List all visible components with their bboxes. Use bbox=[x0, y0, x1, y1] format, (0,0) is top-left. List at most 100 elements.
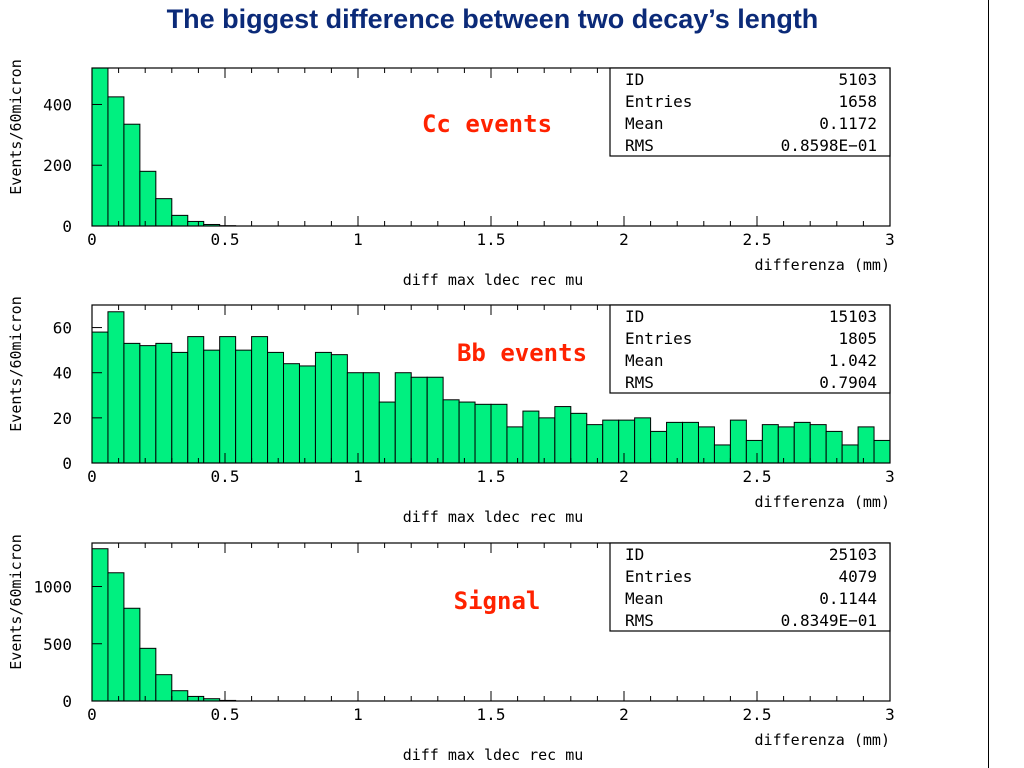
x-tick-label: 1.5 bbox=[477, 467, 506, 486]
histogram-bar bbox=[458, 401, 476, 464]
histogram-bar bbox=[267, 351, 285, 464]
stats-value: 1.042 bbox=[829, 351, 877, 370]
histogram-bar bbox=[91, 67, 109, 227]
panel-annotation: Cc events bbox=[422, 110, 552, 138]
histogram-bar bbox=[682, 421, 699, 464]
stats-label: RMS bbox=[625, 136, 654, 155]
histogram-bar bbox=[346, 372, 364, 464]
x-tick-label: 1.5 bbox=[477, 230, 506, 249]
histogram-title: diff max ldec rec mu bbox=[403, 508, 584, 526]
histogram-bar bbox=[107, 96, 125, 227]
histogram-bar bbox=[314, 351, 332, 464]
histogram-bar bbox=[570, 412, 588, 464]
stats-value: 0.1144 bbox=[819, 589, 877, 608]
stats-label: ID bbox=[625, 545, 644, 564]
stats-label: Entries bbox=[625, 329, 692, 348]
y-tick-label: 200 bbox=[43, 156, 72, 175]
histogram-bar bbox=[394, 372, 412, 464]
stats-value: 0.8598E−01 bbox=[781, 136, 877, 155]
stats-value: 5103 bbox=[838, 70, 877, 89]
histogram-bar bbox=[378, 401, 396, 464]
y-tick-label: 1000 bbox=[33, 578, 72, 597]
stats-label: ID bbox=[625, 70, 644, 89]
histogram-bar bbox=[825, 430, 843, 464]
stats-box bbox=[609, 67, 891, 157]
stats-value: 15103 bbox=[829, 307, 877, 326]
stats-value: 1805 bbox=[838, 329, 877, 348]
x-tick-label: 2.5 bbox=[743, 705, 772, 724]
stats-label: Mean bbox=[625, 589, 664, 608]
y-tick-label: 20 bbox=[53, 409, 72, 428]
histogram-bar bbox=[793, 421, 811, 464]
histogram-bar bbox=[187, 336, 205, 464]
histogram-bar bbox=[283, 363, 300, 464]
histogram-bar bbox=[666, 421, 684, 464]
stats-label: Entries bbox=[625, 567, 692, 586]
y-axis-label: Events/60micron bbox=[7, 59, 25, 194]
histogram-bar bbox=[139, 345, 157, 464]
x-tick-label: 3 bbox=[885, 705, 895, 724]
stats-label: ID bbox=[625, 307, 644, 326]
x-tick-label: 2 bbox=[619, 230, 629, 249]
histogram-title: diff max ldec rec mu bbox=[403, 746, 584, 764]
histogram-bar bbox=[251, 336, 269, 464]
histogram-bar bbox=[330, 354, 348, 464]
histogram-bar bbox=[697, 426, 715, 464]
histogram-bar bbox=[474, 403, 492, 464]
histogram-bar bbox=[873, 439, 891, 464]
stats-label: Entries bbox=[625, 92, 692, 111]
histogram-bar bbox=[650, 430, 668, 464]
x-tick-label: 1 bbox=[353, 705, 363, 724]
stats-value: 4079 bbox=[838, 567, 877, 586]
histogram-bar bbox=[91, 331, 109, 464]
x-tick-label: 1 bbox=[353, 467, 363, 486]
histogram-bar bbox=[107, 311, 125, 464]
histogram-bar bbox=[123, 342, 141, 464]
y-axis-label: Events/60micron bbox=[7, 296, 25, 431]
y-tick-label: 400 bbox=[43, 95, 72, 114]
histogram-bar bbox=[203, 349, 221, 464]
histogram-bar bbox=[506, 426, 524, 464]
histogram-bar bbox=[602, 419, 620, 464]
x-tick-label: 0.5 bbox=[211, 230, 240, 249]
x-tick-label: 2.5 bbox=[743, 230, 772, 249]
stats-value: 0.1172 bbox=[819, 114, 877, 133]
histogram-bar bbox=[857, 426, 875, 464]
x-tick-label: 1.5 bbox=[477, 705, 506, 724]
y-tick-label: 60 bbox=[53, 319, 72, 338]
x-tick-label: 2 bbox=[619, 705, 629, 724]
y-tick-label: 0 bbox=[62, 692, 72, 711]
right-border-line bbox=[988, 0, 989, 768]
histogram-bar bbox=[777, 426, 795, 464]
x-axis-label: differenza (mm) bbox=[755, 256, 890, 274]
x-tick-label: 0.5 bbox=[211, 467, 240, 486]
stats-box bbox=[609, 304, 891, 394]
y-axis-label: Events/60micron bbox=[7, 534, 25, 669]
x-tick-label: 0 bbox=[87, 230, 97, 249]
panel-annotation: Signal bbox=[454, 587, 541, 615]
histogram-bar bbox=[91, 548, 109, 702]
stats-value: 25103 bbox=[829, 545, 877, 564]
stats-label: RMS bbox=[625, 611, 654, 630]
histogram-bar bbox=[490, 403, 508, 464]
histogram-title: diff max ldec rec mu bbox=[403, 271, 584, 289]
histogram-bar bbox=[761, 424, 779, 464]
histogram-bar bbox=[187, 695, 205, 702]
x-tick-label: 0 bbox=[87, 705, 97, 724]
histogram-bar bbox=[713, 444, 731, 464]
x-tick-label: 2.5 bbox=[743, 467, 772, 486]
histogram-bar bbox=[426, 376, 444, 464]
y-tick-label: 500 bbox=[43, 635, 72, 654]
stats-box bbox=[609, 542, 891, 632]
histogram-bar bbox=[362, 372, 380, 464]
y-tick-label: 0 bbox=[62, 454, 72, 473]
histogram-bar bbox=[139, 170, 157, 227]
y-tick-label: 0 bbox=[62, 217, 72, 236]
stats-label: Mean bbox=[625, 351, 664, 370]
histogram-bar bbox=[187, 220, 205, 227]
x-tick-label: 0 bbox=[87, 467, 97, 486]
histogram-bar bbox=[809, 424, 827, 464]
x-axis-label: differenza (mm) bbox=[755, 731, 890, 749]
x-tick-label: 3 bbox=[885, 467, 895, 486]
